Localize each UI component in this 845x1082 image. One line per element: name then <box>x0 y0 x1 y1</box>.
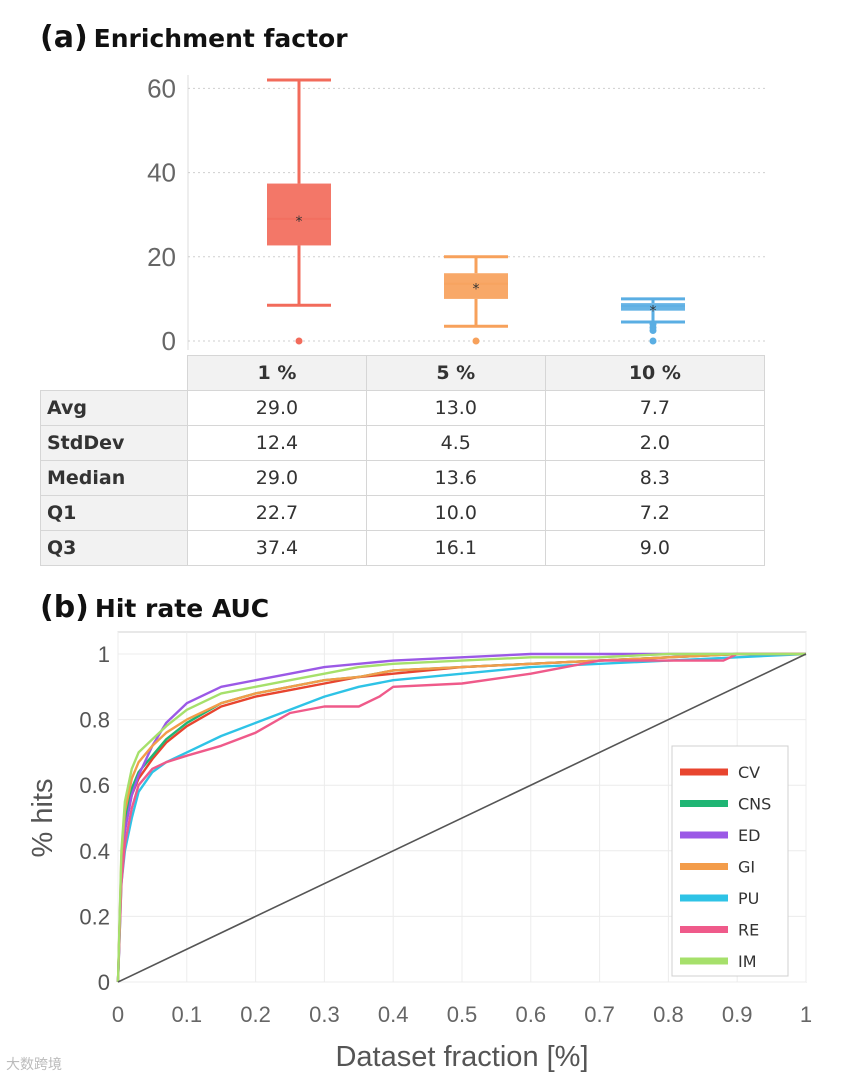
x-tick-label: 0.1 <box>172 1002 203 1027</box>
stats-col-header: 1 % <box>187 355 367 391</box>
table-cell: 13.0 <box>365 390 546 426</box>
x-tick-label: 0.6 <box>516 1002 547 1027</box>
enrichment-box-chart: 0 20 40 60 * * * <box>147 73 765 356</box>
y-tick-label: 0.8 <box>79 708 110 733</box>
table-row: Q3 37.4 16.1 9.0 <box>40 530 766 566</box>
legend-label-ed: ED <box>738 826 760 845</box>
x-tick-label: 0.2 <box>240 1002 271 1027</box>
table-cell: 12.4 <box>187 425 367 461</box>
series-line-re <box>116 652 806 983</box>
legend-label-gi: GI <box>738 858 755 877</box>
panel-a-title: (a) Enrichment factor <box>40 20 348 55</box>
legend-label-im: IM <box>738 952 757 971</box>
table-cell: 13.6 <box>365 460 546 496</box>
box-iqr <box>267 183 331 246</box>
y-tick-label: 0.2 <box>79 904 110 929</box>
mean-marker: * <box>296 214 303 230</box>
table-cell: 7.7 <box>544 390 766 426</box>
x-axis-label: Dataset fraction [%] <box>335 1041 588 1073</box>
panel-a-name: Enrichment factor <box>93 24 348 53</box>
mean-marker: * <box>473 281 480 297</box>
series-line-pu <box>116 652 807 983</box>
x-tick-label: 0.7 <box>584 1002 615 1027</box>
y-tick-label: 40 <box>147 158 176 188</box>
legend-box <box>671 745 789 977</box>
outlier-point <box>295 337 303 345</box>
outlier-point <box>472 337 480 345</box>
stats-corner-cell <box>40 355 188 391</box>
series-line-random <box>117 653 807 983</box>
stats-header-row: 1 % 5 % 10 % <box>40 355 766 391</box>
table-cell: 10.0 <box>365 495 546 531</box>
y-tick-label: 20 <box>147 242 176 272</box>
legend-label-pu: PU <box>738 889 759 908</box>
series-line-gi <box>116 652 806 983</box>
legend: CV CNS ED GI PU RE IM <box>671 745 789 977</box>
x-tick-label: 0.5 <box>447 1002 478 1027</box>
x-tick-label: 0.8 <box>653 1002 684 1027</box>
legend-label-re: RE <box>738 921 759 940</box>
table-cell: 22.7 <box>187 495 367 531</box>
stats-table: 1 % 5 % 10 % Avg 29.0 13.0 7.7 StdDev 12… <box>40 355 766 566</box>
table-cell: 9.0 <box>544 530 766 566</box>
outlier-point <box>649 337 657 345</box>
series-line-im <box>116 652 806 983</box>
watermark: 大数跨境 <box>6 1057 62 1073</box>
table-cell: 8.3 <box>544 460 766 496</box>
row-label: Q3 <box>40 530 188 566</box>
table-cell: 16.1 <box>365 530 546 566</box>
table-row: Avg 29.0 13.0 7.7 <box>40 390 766 426</box>
series-line-ed <box>116 652 806 983</box>
table-row: Median 29.0 13.6 8.3 <box>40 460 766 496</box>
table-row: StdDev 12.4 4.5 2.0 <box>40 425 766 461</box>
panel-b-name: Hit rate AUC <box>94 594 270 623</box>
mean-marker: * <box>650 304 657 320</box>
y-tick-label: 0 <box>162 326 176 356</box>
legend-label-cns: CNS <box>738 795 771 814</box>
panel-b-letter: (b) <box>40 590 89 625</box>
table-cell: 29.0 <box>187 460 367 496</box>
table-cell: 7.2 <box>544 495 766 531</box>
x-tick-label: 0 <box>112 1002 124 1027</box>
row-label: StdDev <box>40 425 188 461</box>
x-tick-label: 0.4 <box>378 1002 409 1027</box>
y-tick-label: 0.4 <box>79 839 110 864</box>
y-tick-label: 60 <box>147 73 176 103</box>
x-tick-label: 0.9 <box>722 1002 753 1027</box>
panel-a-letter: (a) <box>40 20 88 55</box>
y-tick-label: 0.6 <box>79 773 110 798</box>
table-cell: 37.4 <box>187 530 367 566</box>
stats-col-header: 10 % <box>544 355 766 391</box>
table-cell: 29.0 <box>187 390 367 426</box>
row-label: Median <box>40 460 188 496</box>
panel-b-title: (b) Hit rate AUC <box>40 590 269 625</box>
y-tick-label: 0 <box>98 970 110 995</box>
x-tick-label: 1 <box>800 1002 812 1027</box>
row-label: Avg <box>40 390 188 426</box>
box-iqr <box>444 273 508 299</box>
legend-label-cv: CV <box>738 763 760 782</box>
y-tick-label: 1 <box>98 642 110 667</box>
y-axis-label: % hits <box>27 779 59 858</box>
table-cell: 4.5 <box>365 425 546 461</box>
outlier-point <box>649 326 657 334</box>
x-tick-label: 0.3 <box>309 1002 340 1027</box>
stats-col-header: 5 % <box>365 355 546 391</box>
